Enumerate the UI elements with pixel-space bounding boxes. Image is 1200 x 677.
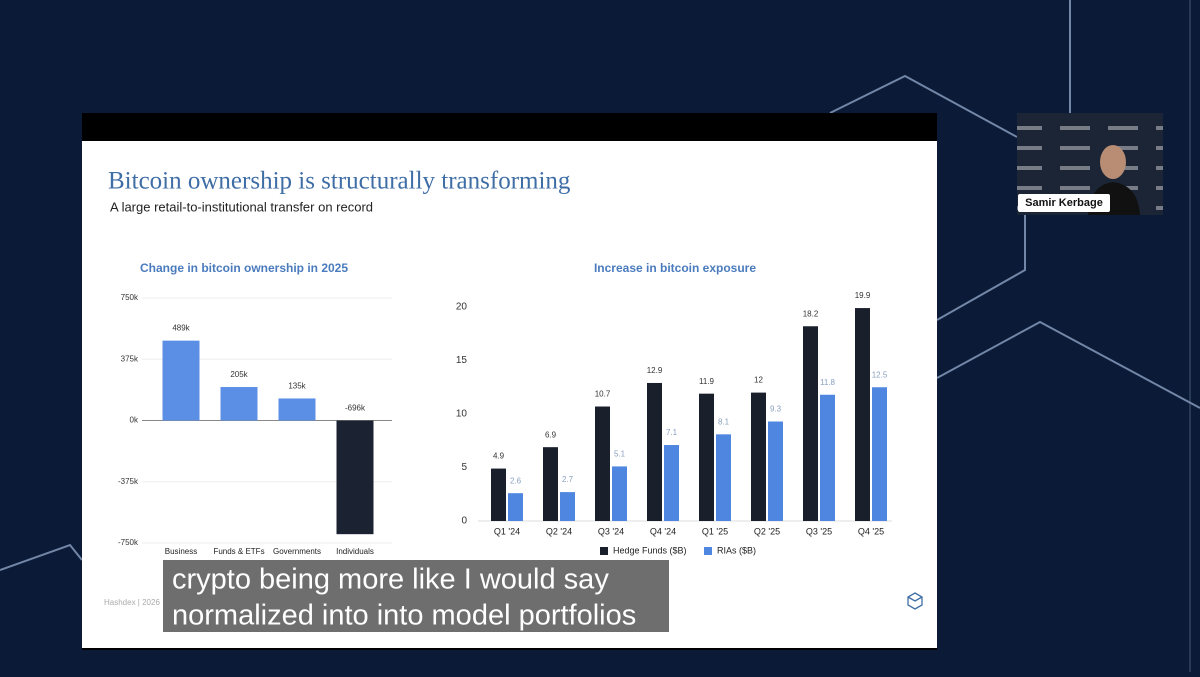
bar (278, 398, 316, 421)
bar (803, 326, 818, 521)
y-tick-label: 0k (130, 416, 139, 425)
bg-line (0, 543, 83, 571)
caption-box (163, 560, 669, 632)
data-label: 489k (172, 324, 190, 333)
data-label: 12.5 (872, 370, 888, 379)
chart-title: Change in bitcoin ownership in 2025 (140, 261, 348, 275)
bar (543, 447, 558, 521)
data-label: 12.9 (647, 366, 663, 375)
data-label: 5.1 (614, 450, 626, 459)
data-label: 19.9 (855, 291, 871, 300)
data-label: 12 (754, 376, 763, 385)
legend-swatch (600, 547, 608, 555)
data-label: 4.9 (493, 452, 505, 461)
y-tick-label: -750k (118, 538, 139, 547)
slide-title: Bitcoin ownership is structurally transf… (108, 168, 571, 195)
data-label: -696k (345, 404, 366, 413)
y-tick-label: 10 (456, 409, 468, 420)
y-tick-label: -375k (118, 477, 139, 486)
x-tick-label: Q2 '24 (546, 526, 572, 536)
y-tick-label: 375k (121, 354, 139, 363)
bar (220, 387, 258, 421)
data-label: 135k (288, 382, 306, 391)
caption-line: normalized into into model portfolios (172, 600, 636, 632)
legend-swatch (704, 547, 712, 555)
data-label: 2.7 (562, 475, 574, 484)
bar (508, 493, 523, 521)
x-tick-label: Individuals (336, 547, 374, 556)
bar (491, 468, 506, 521)
charts: Change in bitcoin ownership in 2025 750k 3… (118, 261, 892, 556)
y-tick-label: 20 (456, 302, 468, 313)
data-label: 8.1 (718, 417, 730, 426)
caption-line: crypto being more like I would say (172, 564, 609, 596)
x-tick-label: Funds & ETFs (213, 547, 264, 556)
x-tick-label: Q1 '25 (702, 526, 728, 536)
bar (595, 406, 610, 521)
name-tag (1018, 194, 1110, 212)
bar (612, 466, 627, 521)
bar (751, 392, 766, 521)
legend-label: Hedge Funds ($B) (613, 545, 687, 555)
data-label: 11.8 (820, 378, 836, 387)
data-label: 7.1 (666, 428, 678, 437)
speaker-name: Samir Kerbage (1025, 197, 1103, 209)
x-tick-label: Q4 '24 (650, 526, 676, 536)
bar (664, 445, 679, 521)
x-tick-label: Q2 '25 (754, 526, 780, 536)
data-label: 2.6 (510, 476, 522, 485)
logo (907, 592, 923, 610)
bg-line (829, 74, 1018, 138)
y-tick-label: 0 (461, 516, 467, 527)
bar (560, 492, 575, 521)
data-label: 205k (230, 370, 248, 379)
data-label: 6.9 (545, 430, 557, 439)
data-label: 18.2 (803, 309, 819, 318)
data-label: 11.9 (699, 377, 715, 386)
x-tick-label: Q3 '24 (598, 526, 624, 536)
bar (162, 340, 200, 421)
y-tick-label: 15 (456, 355, 468, 366)
x-tick-label: Business (165, 547, 197, 556)
bg-line (936, 320, 1200, 409)
x-tick-label: Q4 '25 (858, 526, 884, 536)
slide-subtitle: A large retail-to-institutional transfer… (110, 199, 373, 214)
x-tick-label: Governments (273, 547, 321, 556)
x-tick-label: Q1 '24 (494, 526, 520, 536)
x-tick-label: Q3 '25 (806, 526, 832, 536)
bar (716, 434, 731, 521)
webcam: Samir Kerbage (1017, 113, 1163, 215)
bar (872, 387, 887, 521)
data-label: 9.3 (770, 405, 782, 414)
bar (855, 308, 870, 521)
bar (699, 393, 714, 521)
slide-footer: Hashdex | 2026 (104, 598, 160, 607)
bg-line (936, 215, 1026, 321)
bar (768, 421, 783, 521)
chart-title: Increase in bitcoin exposure (594, 261, 756, 275)
legend-label: RIAs ($B) (717, 545, 756, 555)
bar (820, 394, 835, 521)
bar (647, 382, 662, 521)
data-label: 10.7 (595, 390, 611, 399)
bar (336, 420, 374, 535)
person-face (1100, 145, 1126, 179)
y-tick-label: 750k (121, 293, 139, 302)
y-tick-label: 5 (461, 462, 467, 473)
